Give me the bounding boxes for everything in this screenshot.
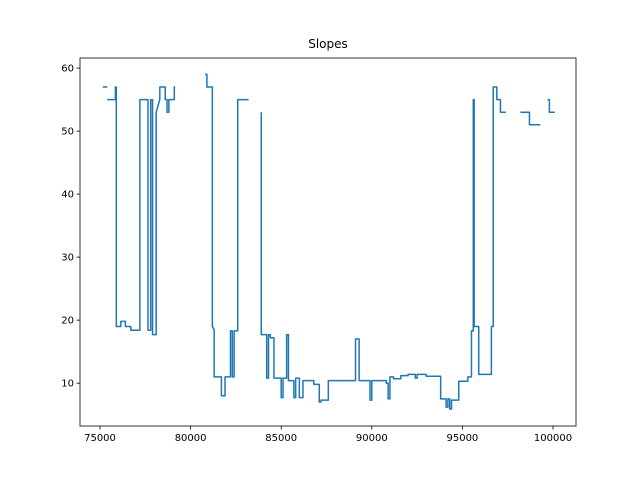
x-tick-label: 90000 <box>356 433 388 444</box>
data-line <box>102 73 555 410</box>
y-tick-label: 60 <box>61 64 74 75</box>
axes-frame <box>79 57 577 427</box>
y-tick-label: 30 <box>61 253 74 264</box>
x-tick-label: 85000 <box>265 433 297 444</box>
y-tick-label: 10 <box>61 379 74 390</box>
chart-title: Slopes <box>308 37 348 51</box>
x-tick-label: 95000 <box>446 433 478 444</box>
y-tick-label: 40 <box>61 190 74 201</box>
y-tick-label: 20 <box>61 316 74 327</box>
y-tick-label: 50 <box>61 127 74 138</box>
x-tick-label: 80000 <box>175 433 207 444</box>
x-tick-label: 100000 <box>534 433 572 444</box>
x-tick-label: 75000 <box>84 433 116 444</box>
